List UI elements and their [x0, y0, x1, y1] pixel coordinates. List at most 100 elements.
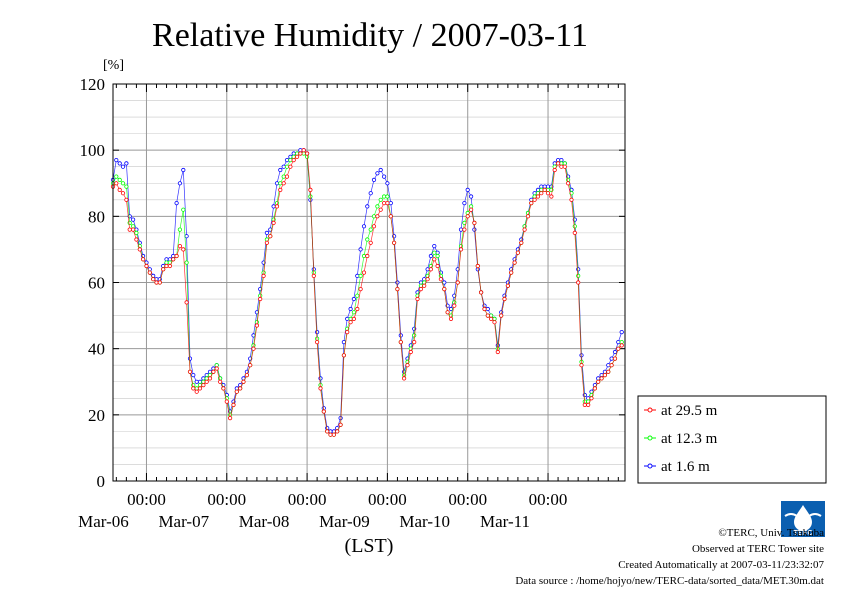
data-point: [301, 148, 306, 153]
x-tick-time-label: 00:00: [207, 490, 246, 509]
data-point: [378, 197, 383, 202]
data-point: [455, 280, 460, 285]
data-point: [204, 376, 209, 381]
data-point: [244, 372, 249, 378]
data-point: [428, 253, 433, 259]
data-point: [398, 339, 403, 345]
data-point: [321, 409, 326, 414]
data-point: [535, 187, 541, 192]
data-point: [368, 240, 373, 245]
data-point: [482, 306, 487, 312]
data-point: [532, 191, 537, 196]
data-point: [391, 240, 397, 245]
data-point: [281, 164, 286, 169]
data-point: [395, 286, 400, 292]
data-point: [555, 158, 561, 163]
data-point: [519, 240, 524, 245]
data-point: [488, 316, 494, 321]
data-point: [271, 204, 276, 209]
data-point: [328, 429, 333, 434]
data-point: [388, 201, 393, 206]
data-point: [495, 349, 500, 355]
data-point: [318, 386, 323, 391]
data-point: [335, 429, 340, 434]
data-point: [365, 253, 370, 259]
data-point: [398, 333, 403, 338]
data-point: [201, 376, 206, 381]
data-point: [612, 349, 618, 355]
data-point: [545, 191, 551, 196]
data-point: [231, 402, 236, 407]
data-point: [351, 296, 356, 302]
data-point: [401, 376, 407, 381]
data-point: [535, 194, 541, 199]
data-point: [408, 349, 413, 355]
data-point: [549, 194, 554, 199]
data-point: [596, 376, 601, 381]
data-point: [251, 346, 256, 351]
data-point: [164, 257, 169, 262]
y-tick-label: 80: [88, 207, 105, 226]
data-point: [475, 263, 480, 269]
data-point: [348, 320, 353, 325]
data-point: [592, 386, 598, 391]
data-point: [117, 161, 122, 166]
data-point: [234, 389, 239, 394]
data-point: [124, 184, 129, 189]
data-point: [375, 214, 380, 219]
data-point: [425, 277, 430, 282]
data-point: [599, 376, 604, 381]
data-point: [308, 187, 313, 192]
data-point: [381, 174, 387, 179]
data-point: [418, 283, 423, 288]
data-point: [301, 151, 306, 156]
data-point: [371, 177, 377, 182]
data-point: [288, 164, 293, 169]
data-point: [465, 187, 470, 192]
data-point: [294, 154, 300, 159]
data-point: [248, 363, 253, 368]
data-point: [348, 306, 353, 312]
data-point: [151, 277, 156, 282]
data-point: [535, 191, 541, 196]
data-point: [304, 151, 310, 156]
data-point: [174, 253, 179, 259]
data-point: [609, 363, 614, 368]
data-point: [204, 372, 209, 378]
data-point: [619, 329, 624, 335]
data-point: [181, 167, 186, 173]
data-point: [525, 214, 531, 219]
data-point: [181, 247, 186, 252]
data-point: [606, 369, 611, 374]
data-point: [395, 280, 400, 285]
data-point: [465, 214, 470, 219]
data-point: [298, 151, 303, 156]
data-point: [619, 343, 624, 348]
data-point: [341, 353, 346, 358]
data-point: [485, 313, 490, 318]
data-point: [559, 158, 564, 163]
data-point: [278, 181, 283, 186]
data-point: [388, 214, 393, 219]
legend-label: at 12.3 m: [661, 431, 718, 447]
data-point: [258, 296, 263, 302]
y-tick-label: 0: [97, 472, 106, 491]
y-axis-unit: [%]: [103, 58, 124, 73]
data-point: [512, 260, 517, 265]
data-point: [572, 230, 577, 235]
source-text: Data source : /home/hojyo/new/TERC-data/…: [515, 575, 824, 587]
data-point: [559, 164, 564, 169]
data-point: [164, 260, 169, 265]
data-point: [355, 293, 360, 298]
x-tick-time-label: 00:00: [529, 490, 568, 509]
data-point: [425, 267, 430, 272]
data-point: [194, 389, 199, 394]
data-point: [545, 187, 551, 192]
data-point: [187, 356, 193, 361]
chart-title: Relative Humidity / 2007-03-11: [152, 17, 588, 54]
data-point: [586, 402, 591, 407]
data-point: [385, 194, 390, 199]
data-point: [435, 253, 440, 259]
data-point: [134, 237, 139, 242]
